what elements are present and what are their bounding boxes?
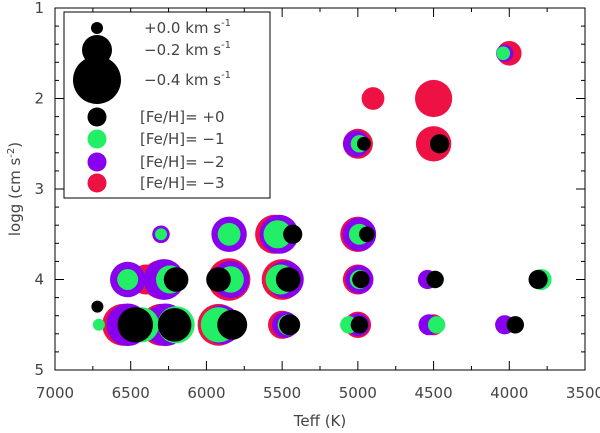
data-points: [91, 41, 552, 347]
y-tick-label: 4: [34, 271, 44, 289]
legend-color-label: [Fe/H]= −3: [140, 174, 225, 192]
legend-size-label: −0.4 km s-1: [144, 70, 231, 89]
data-point: [361, 87, 385, 110]
data-point: [415, 79, 453, 118]
data-point: [275, 267, 301, 292]
data-point: [430, 134, 450, 154]
y-tick-labels: 1 2 3 4 5: [34, 0, 44, 379]
legend-color-label: [Fe/H]= +0: [140, 108, 225, 126]
legend-size-label: +0.0 km s-1: [144, 18, 231, 37]
data-point: [528, 269, 548, 290]
data-point: [496, 46, 511, 61]
data-point: [263, 220, 292, 249]
legend-size-marker: [91, 22, 103, 34]
data-point: [117, 307, 153, 343]
data-point: [506, 316, 524, 334]
legend-entries: +0.0 km s-1 −0.2 km s-1 −0.4 km s-1 [Fe/H]=…: [73, 18, 231, 193]
legend-color-marker: [87, 129, 107, 149]
x-axis-label: Teff (K): [293, 412, 347, 430]
axis-ticks: [54, 7, 586, 371]
data-point: [206, 267, 231, 292]
data-point: [155, 228, 167, 241]
x-tick-label: 3500: [566, 384, 600, 402]
legend-size-marker: [73, 56, 121, 104]
legend-color-marker: [87, 107, 107, 127]
data-point: [117, 269, 139, 290]
data-point: [427, 316, 446, 334]
data-point: [163, 267, 189, 292]
data-point: [359, 226, 375, 243]
data-point: [426, 270, 444, 289]
data-point: [283, 224, 303, 244]
y-tick-label: 5: [34, 361, 44, 379]
x-tick-label: 7000: [36, 384, 74, 402]
x-tick-label: 6500: [112, 384, 150, 402]
y-tick-label: 3: [34, 180, 44, 198]
x-tick-labels: 7000 6500 6000 5500 5000 4500 4000 3500: [36, 384, 600, 402]
y-tick-label: 2: [34, 90, 44, 108]
legend-color-marker: [87, 152, 107, 172]
data-point: [92, 318, 105, 331]
data-point: [91, 300, 104, 313]
data-point: [217, 309, 248, 340]
data-point: [352, 270, 370, 289]
data-point: [157, 308, 192, 342]
x-tick-label: 5000: [339, 384, 377, 402]
legend-color-label: [Fe/H]= −1: [140, 130, 225, 148]
data-point: [357, 136, 371, 151]
x-tick-label: 5500: [263, 384, 301, 402]
legend-color-marker: [87, 173, 107, 193]
legend-color-label: [Fe/H]= −2: [140, 153, 225, 171]
y-tick-label: 1: [34, 0, 44, 17]
legend: +0.0 km s-1 −0.2 km s-1 −0.4 km s-1 [Fe/H]=…: [63, 11, 271, 199]
data-point: [350, 316, 369, 334]
x-tick-label: 4000: [490, 384, 528, 402]
y-axis-label: logg (cm s-2): [6, 142, 24, 236]
x-tick-label: 4500: [414, 384, 452, 402]
data-point: [217, 222, 241, 246]
x-tick-label: 6000: [187, 384, 225, 402]
legend-size-label: −0.2 km s-1: [144, 40, 231, 59]
data-point: [279, 314, 301, 336]
